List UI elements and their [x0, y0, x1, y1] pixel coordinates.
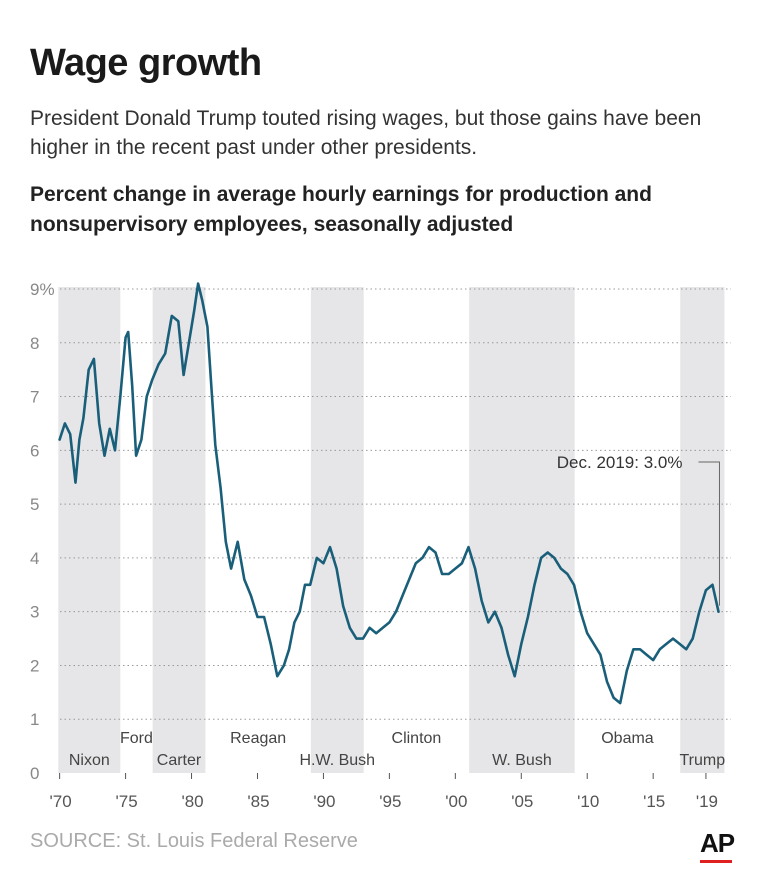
president-band	[152, 287, 206, 773]
y-tick-label: 9%	[30, 280, 55, 299]
series-group	[58, 282, 720, 705]
president-band	[58, 287, 121, 773]
president-bands	[58, 287, 725, 773]
x-tick-label: '00	[445, 792, 467, 811]
president-label: Obama	[601, 730, 654, 747]
y-tick-label: 0	[30, 764, 39, 783]
x-tick-label: '90	[313, 792, 335, 811]
y-tick-label: 4	[30, 549, 39, 568]
annotation: Dec. 2019: 3.0%	[557, 453, 720, 606]
chart-subtitle: President Donald Trump touted rising wag…	[30, 107, 702, 159]
president-band	[310, 287, 364, 773]
y-tick-label: 2	[30, 656, 39, 675]
y-tick-label: 8	[30, 334, 39, 353]
x-tick-label: '75	[116, 792, 138, 811]
gridlines	[60, 288, 731, 720]
x-tick-label: '19	[696, 792, 718, 811]
annotation-label: Dec. 2019: 3.0%	[557, 453, 683, 472]
annotation-leader-line	[698, 461, 720, 606]
chart-heading: Percent change in average hourly earning…	[30, 183, 652, 236]
x-tick-label: '95	[379, 792, 401, 811]
y-tick-label: 6	[30, 441, 39, 460]
x-tick-label: '85	[247, 792, 269, 811]
president-label: Ford	[120, 730, 153, 747]
president-band	[680, 287, 725, 773]
president-label: Nixon	[69, 752, 110, 769]
president-label: Trump	[679, 752, 725, 769]
x-tick-label: '10	[577, 792, 599, 811]
source-note: SOURCE: St. Louis Federal Reserve	[30, 830, 358, 852]
x-tick-label: '80	[181, 792, 203, 811]
x-tick-label: '70	[50, 792, 72, 811]
president-label: W. Bush	[492, 752, 552, 769]
y-tick-label: 5	[30, 495, 39, 514]
series-line	[58, 282, 720, 705]
president-label: Reagan	[230, 730, 286, 747]
chart-title: Wage growth	[30, 42, 262, 84]
ap-logo: AP	[700, 828, 735, 858]
y-tick-label: 1	[30, 710, 39, 729]
y-axis: 9% 8 7 6 5 4 3 2 1 0	[30, 280, 55, 783]
president-band	[469, 287, 575, 773]
x-tick-label: '05	[511, 792, 533, 811]
ap-logo-bar	[700, 860, 732, 863]
x-tick-label: '15	[643, 792, 665, 811]
y-tick-label: 3	[30, 603, 39, 622]
president-label: Clinton	[392, 730, 442, 747]
x-axis: '70 '75 '80 '85 '90 '95 '00 '05 '10 '15 '19	[50, 773, 718, 811]
president-label: H.W. Bush	[299, 752, 375, 769]
president-label: Carter	[157, 752, 202, 769]
y-tick-label: 7	[30, 388, 39, 407]
